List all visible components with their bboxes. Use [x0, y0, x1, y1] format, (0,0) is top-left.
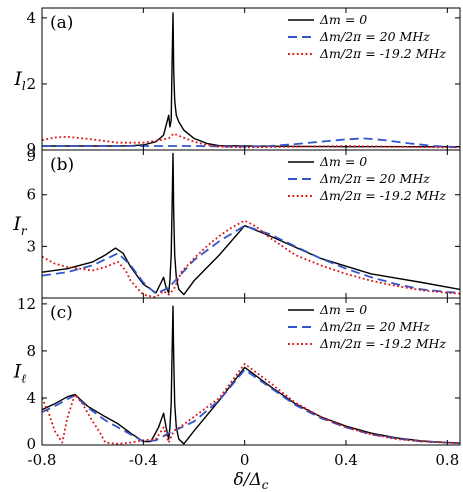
legend-label-2-2: Δm/2π = -19.2 MHz — [319, 336, 446, 351]
legend-label-0-0: Δm = 0 — [319, 12, 367, 27]
legend-label-0-1: Δm/2π = 20 MHz — [319, 29, 430, 44]
y-axis-label-1: Ir — [12, 213, 28, 238]
panel-label-1: (b) — [50, 155, 74, 175]
series-line-2-2 — [42, 363, 460, 445]
series-line-0-1 — [42, 137, 460, 149]
y-tick-label-2-3: 12 — [17, 295, 36, 313]
legend-label-2-0: Δm = 0 — [319, 302, 367, 317]
y-tick-label-0-0: 9 — [26, 140, 36, 158]
panel-1: 3 6 9 Ir (b) Δm = 0 Δm/2π = 20 MHz Δm/2π = -19.… — [12, 147, 461, 299]
panel-0: 9 2 4 Il (a) Δm = 0 Δm/2π = 20 MHz Δm/2π = -19.… — [13, 7, 461, 158]
y-tick-label-2-0: 0 — [26, 435, 36, 453]
x-tick-label-0: -0.8 — [28, 451, 57, 469]
series-line-0-0 — [42, 12, 460, 148]
series-group-1 — [42, 152, 460, 298]
legend-label-1-2: Δm/2π = -19.2 MHz — [319, 188, 446, 203]
y-tick-label-2-2: 8 — [26, 342, 36, 360]
series-line-2-1 — [42, 368, 460, 445]
legend-label-0-2: Δm/2π = -19.2 MHz — [319, 46, 446, 61]
series-line-1-1 — [42, 224, 460, 295]
panel-frame-2 — [41, 297, 461, 446]
y-tick-label-1-0: 3 — [26, 237, 36, 255]
series-group-2 — [42, 305, 460, 445]
y-tick-label-1-1: 6 — [26, 186, 36, 204]
x-tick-label-1: -0.4 — [129, 451, 158, 469]
y-tick-label-0-1: 2 — [26, 75, 36, 93]
panel-label-0: (a) — [50, 13, 73, 33]
y-tick-label-2-1: 4 — [26, 389, 36, 407]
x-tick-label-4: 0.8 — [435, 451, 459, 469]
x-tick-label-2: 0 — [240, 451, 250, 469]
legend-label-1-0: Δm = 0 — [319, 154, 367, 169]
y-axis-label-0: Il — [13, 68, 26, 93]
series-line-2-0 — [42, 305, 460, 445]
panel-label-2: (c) — [50, 303, 73, 323]
series-line-1-2 — [42, 219, 460, 298]
y-tick-label-0-2: 4 — [26, 9, 36, 27]
y-tick-label-1-2: 9 — [26, 147, 36, 165]
x-axis-label: δ/Δc — [234, 470, 269, 492]
panel-2: 0 4 8 12 Iℓ (c) Δm = 0 Δm/2π = 20 MHz Δm/2π = -1… — [13, 295, 461, 453]
legend-label-1-1: Δm/2π = 20 MHz — [319, 171, 430, 186]
x-tick-label-3: 0.4 — [334, 451, 358, 469]
y-axis-label-2: Iℓ — [13, 361, 27, 386]
legend-label-2-1: Δm/2π = 20 MHz — [319, 319, 430, 334]
